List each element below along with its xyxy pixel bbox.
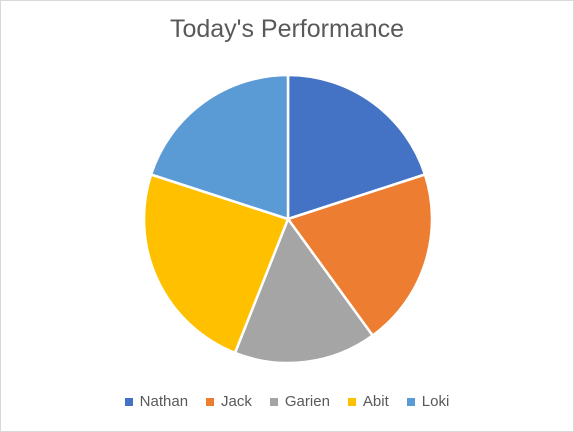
legend-swatch [206,397,215,406]
legend-item-jack: Jack [206,393,252,410]
pie-slice-jack [286,173,434,337]
legend-label: Abit [362,393,389,410]
legend-swatch [124,397,133,406]
legend-label: Jack [221,393,252,410]
legend-item-loki: Loki [406,393,450,410]
legend-swatch [406,397,415,406]
legend-swatch [269,397,278,406]
legend-item-abit: Abit [347,393,389,410]
pie-slice-abit [142,173,290,355]
legend-label: Nathan [139,393,189,410]
pie-slice-garien [233,217,374,365]
pie-slice-loki [149,73,290,221]
legend-label: Loki [421,393,450,410]
legend-item-nathan: Nathan [124,393,189,410]
legend-label: Garien [284,393,330,410]
legend-item-garien: Garien [269,393,330,410]
legend: Nathan Jack Garien Abit Loki [1,393,573,410]
pie-slice-nathan [286,73,427,221]
chart-title: Today's Performance [169,15,405,43]
legend-swatch [347,397,356,406]
